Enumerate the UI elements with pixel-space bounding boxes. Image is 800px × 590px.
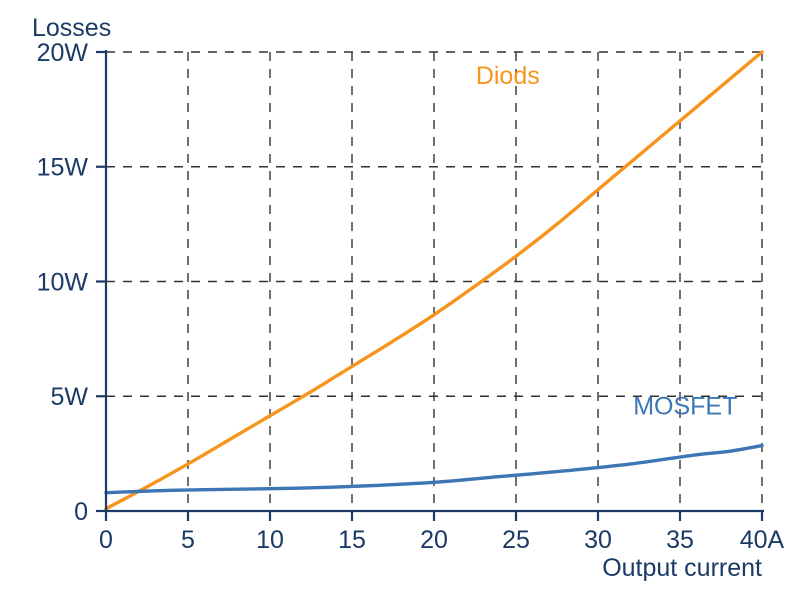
- chart-svg: Diods MOSFET 0 5 10 15 20 25 30 35 40A 0 5W 10W 15W 20W…: [0, 0, 800, 590]
- x-tick-label: 35: [666, 526, 694, 554]
- x-tick-label: 15: [338, 526, 366, 554]
- x-tick-label: 5: [181, 526, 195, 554]
- y-tick-label: 20W: [37, 39, 89, 67]
- y-tick-label: 10W: [37, 268, 89, 296]
- x-tick-label: 30: [584, 526, 612, 554]
- y-axis-title: Losses: [32, 14, 111, 42]
- x-tick-label: 25: [502, 526, 530, 554]
- y-tick-label: 5W: [51, 383, 89, 411]
- y-tick-label: 0: [74, 498, 88, 526]
- series-label-diods: Diods: [476, 62, 540, 90]
- x-tick-label: 40A: [740, 526, 785, 554]
- x-axis-title: Output current: [602, 554, 762, 582]
- losses-chart: Diods MOSFET 0 5 10 15 20 25 30 35 40A 0 5W 10W 15W 20W…: [0, 0, 800, 590]
- x-tick-label: 20: [420, 526, 448, 554]
- series-label-mosfet: MOSFET: [633, 393, 737, 421]
- y-tick-label: 15W: [37, 154, 89, 182]
- x-tick-label: 0: [99, 526, 113, 554]
- x-tick-label: 10: [256, 526, 284, 554]
